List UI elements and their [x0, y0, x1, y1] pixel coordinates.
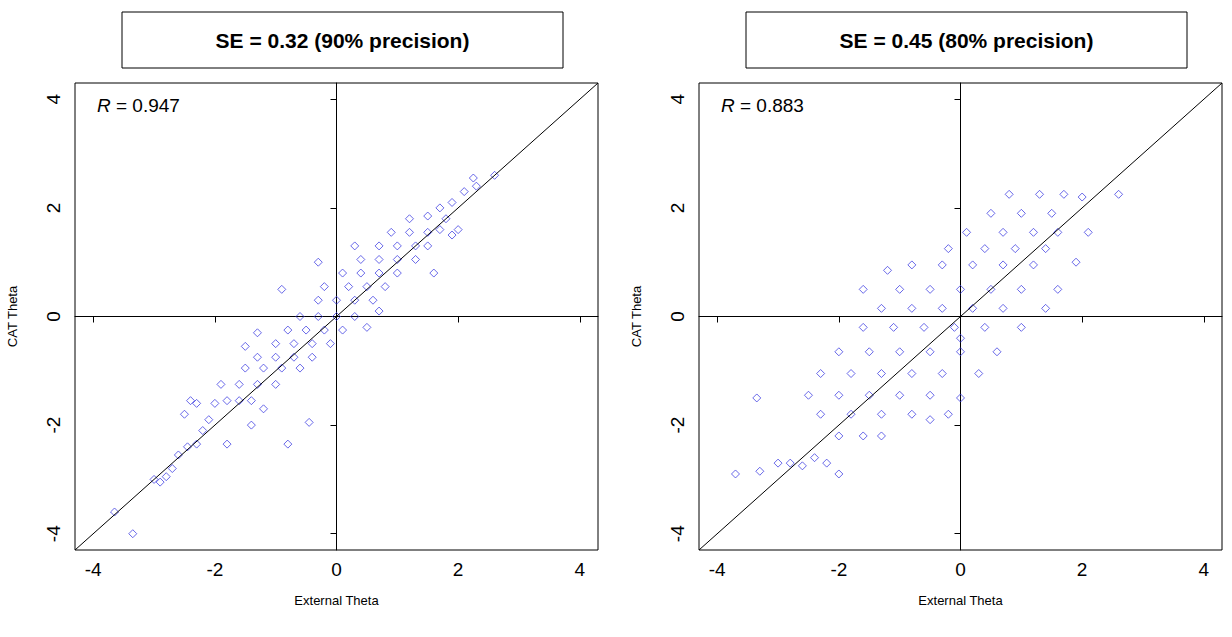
svg-text:-2: -2: [43, 417, 64, 434]
svg-text:0: 0: [331, 559, 342, 580]
svg-text:-4: -4: [667, 525, 688, 542]
svg-text:CAT Theta: CAT Theta: [629, 285, 644, 347]
svg-text:0: 0: [43, 311, 64, 322]
svg-text:2: 2: [453, 559, 464, 580]
svg-text:CAT Theta: CAT Theta: [5, 285, 20, 347]
svg-text:0: 0: [955, 559, 966, 580]
svg-text:-4: -4: [709, 559, 726, 580]
svg-text:2: 2: [667, 203, 688, 214]
svg-text:4: 4: [574, 559, 585, 580]
svg-text:= 0.947: = 0.947: [111, 95, 180, 116]
svg-text:2: 2: [1077, 559, 1088, 580]
svg-text:= 0.883: = 0.883: [735, 95, 804, 116]
svg-text:4: 4: [667, 94, 688, 105]
svg-text:2: 2: [43, 203, 64, 214]
svg-text:0: 0: [667, 311, 688, 322]
svg-text:R: R: [721, 95, 735, 116]
svg-text:SE = 0.32 (90% precision): SE = 0.32 (90% precision): [216, 29, 470, 52]
svg-text:-2: -2: [830, 559, 847, 580]
svg-text:4: 4: [43, 94, 64, 105]
svg-text:4: 4: [1198, 559, 1209, 580]
svg-text:External Theta: External Theta: [918, 593, 1003, 608]
svg-text:External Theta: External Theta: [294, 593, 379, 608]
svg-text:SE = 0.45 (80% precision): SE = 0.45 (80% precision): [840, 29, 1094, 52]
svg-text:R: R: [97, 95, 111, 116]
svg-text:-2: -2: [206, 559, 223, 580]
svg-text:-2: -2: [667, 417, 688, 434]
svg-text:-4: -4: [85, 559, 102, 580]
svg-text:-4: -4: [43, 525, 64, 542]
